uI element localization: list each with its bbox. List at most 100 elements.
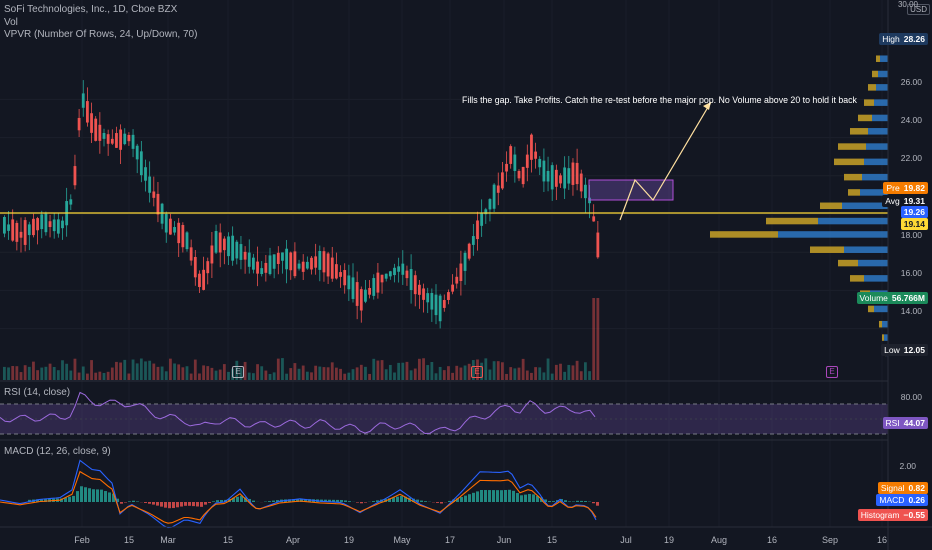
pre-label: Pre [886, 183, 900, 193]
histogram-bar [36, 499, 39, 502]
volume-bar [98, 371, 102, 380]
histogram-bar [196, 502, 199, 507]
candle-body [418, 284, 421, 295]
histogram-bar [484, 490, 487, 502]
histogram-bar [72, 495, 75, 502]
candle-body [90, 113, 93, 133]
volume-bar [467, 363, 471, 380]
rsi-legend[interactable]: RSI (14, close) [4, 387, 71, 398]
histogram-bar [44, 498, 47, 502]
candle-body [505, 163, 508, 172]
candle-body [293, 251, 297, 277]
earnings-event-icon[interactable]: E [826, 366, 838, 378]
histogram-bar [544, 499, 547, 502]
candle-body [471, 236, 475, 245]
volume-profile-up-row [868, 128, 888, 135]
candle-body [110, 138, 114, 144]
volume-bar [3, 366, 6, 380]
volume-bar [326, 367, 330, 380]
candle-body [247, 252, 251, 267]
price-candles [3, 80, 600, 329]
volume-bar [36, 370, 39, 380]
histogram-bar [516, 493, 519, 502]
last-price-tag: 19.26 [900, 206, 928, 218]
histogram-bar [340, 499, 343, 502]
earnings-event-icon[interactable]: E [232, 366, 244, 378]
volume-profile-down-row [864, 99, 874, 106]
candle-body [546, 170, 550, 182]
volume-profile-down-row [838, 259, 858, 267]
volume-bar [575, 360, 579, 380]
volume-bar [501, 362, 504, 380]
volume-bar [260, 366, 264, 380]
volume-bar [264, 370, 268, 380]
vpvr-legend[interactable]: VPVR (Number Of Rows, 24, Up/Down, 70) [4, 29, 198, 40]
histogram-bar [412, 498, 415, 502]
candle-body [231, 235, 235, 261]
volume-profile-down-row [810, 246, 844, 253]
symbol-legend[interactable]: SoFi Technologies, Inc., 1D, Cboe BZX [4, 4, 178, 15]
histogram-bar [268, 501, 271, 502]
volume-bar [173, 363, 176, 380]
histogram-bar [332, 499, 335, 502]
volume-legend[interactable]: Vol [4, 17, 18, 28]
volume-bar [69, 370, 73, 380]
volume-bar [310, 372, 313, 380]
volume-bars [3, 298, 600, 380]
candle-body [106, 134, 110, 144]
histogram-bar [472, 492, 475, 502]
volume-bar [102, 372, 106, 380]
candle-body [368, 287, 371, 295]
volume-bar [451, 372, 454, 380]
chart-grid [0, 0, 888, 527]
macd-legend[interactable]: MACD (12, 26, close, 9) [4, 446, 111, 457]
candle-body [152, 191, 156, 198]
volume-bar [554, 364, 558, 380]
histogram-bar [212, 501, 215, 502]
volume-profile-down-row [882, 334, 884, 341]
volume-profile-down-row [858, 114, 872, 122]
histogram-bar [496, 490, 499, 502]
high-price-tag: High 28.26 [879, 33, 928, 45]
histogram-bar [136, 501, 139, 502]
histogram-bar [404, 496, 407, 502]
candle-body [289, 252, 293, 271]
candle-body [189, 247, 193, 261]
candle-body [380, 274, 384, 283]
candle-body [488, 199, 492, 210]
volume-bar [335, 367, 338, 380]
volume-bar [355, 367, 359, 380]
currency-badge[interactable]: USD [907, 4, 930, 15]
histogram-bar [308, 499, 311, 502]
candle-body [563, 167, 567, 189]
price-tick-22: 22.00 [900, 153, 922, 163]
candle-body [463, 252, 467, 271]
projection-path[interactable] [619, 101, 712, 221]
histogram-bar [464, 495, 467, 502]
candle-body [401, 263, 405, 275]
volume-bar [285, 373, 288, 380]
candle-body [260, 268, 264, 275]
histogram-bar [92, 489, 95, 502]
trade-annotation[interactable]: Fills the gap. Take Profits. Catch the r… [462, 95, 857, 105]
volume-bar [81, 366, 85, 380]
volume-bar [442, 370, 446, 380]
volume-bar [509, 367, 513, 380]
volume-bar [596, 298, 600, 380]
histogram-bar [112, 493, 115, 502]
histogram-bar [132, 500, 135, 502]
histogram-bar [220, 500, 223, 502]
volume-bar [542, 372, 546, 380]
candle-body [131, 134, 135, 149]
volume-bar [131, 359, 135, 380]
avg-price-tag: Avg 19.31 [882, 195, 928, 207]
histogram-bar [176, 502, 179, 508]
volume-bar [52, 366, 56, 380]
time-axis[interactable]: Feb 15 Mar 15 Apr 19 May 17 Jun 15 Jul 19 Aug 16 Sep 16 [74, 535, 887, 545]
candle-body [451, 284, 454, 292]
volume-bar [185, 366, 189, 380]
candle-body [81, 93, 85, 108]
earnings-event-icon[interactable]: E [471, 366, 483, 378]
candle-body [550, 165, 554, 190]
